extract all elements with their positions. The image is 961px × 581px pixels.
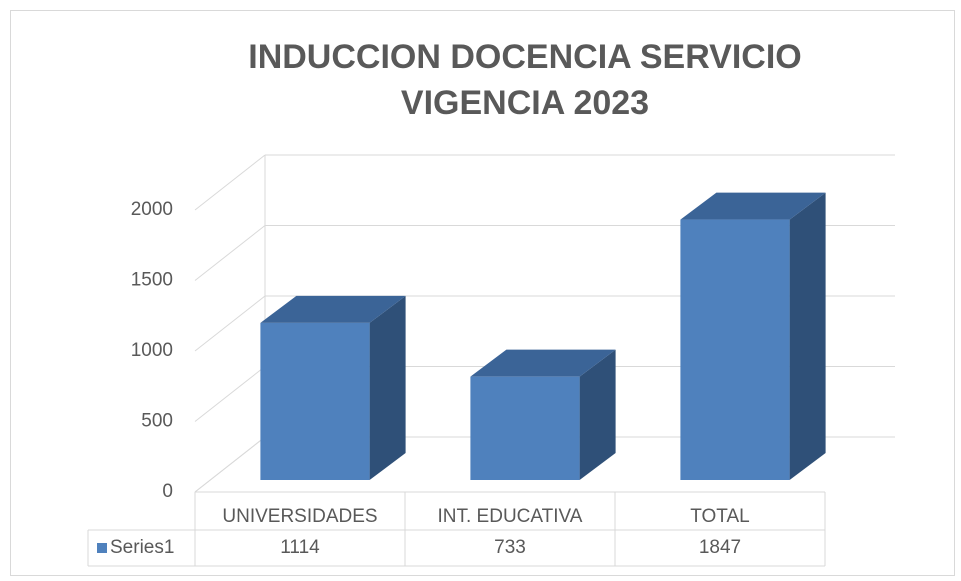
y-tick-label: 2000 [131, 199, 173, 220]
y-tick-label: 1000 [131, 340, 173, 361]
bar-top [470, 349, 616, 377]
chart-title: INDUCCION DOCENCIA SERVICIO VIGENCIA 202… [248, 38, 802, 122]
grid-line [194, 436, 266, 493]
bar [680, 192, 826, 480]
x-tick-label: INT. EDUCATIVA [438, 506, 583, 527]
table-value: 1847 [699, 537, 741, 558]
bar [470, 349, 616, 480]
bar-top [680, 192, 826, 220]
grid-line [194, 366, 266, 422]
bar-front [680, 219, 790, 480]
y-tick-label: 500 [141, 411, 173, 432]
bar-front [260, 322, 370, 480]
grid-line [194, 295, 266, 352]
grid-line [194, 154, 266, 211]
table-value: 733 [494, 537, 526, 558]
legend-label: Series1 [110, 537, 174, 558]
bar-front [470, 376, 580, 480]
bar-side [789, 192, 826, 480]
bar-side [579, 349, 616, 480]
y-tick-label: 0 [162, 481, 173, 502]
x-tick-label: UNIVERSIDADES [222, 506, 377, 527]
table-value: 1114 [280, 537, 320, 558]
bar-side [369, 295, 406, 480]
grid-line [194, 225, 266, 281]
x-tick-label: TOTAL [690, 506, 749, 527]
bar [260, 295, 406, 480]
y-tick-label: 1500 [131, 270, 173, 291]
legend-key [97, 543, 107, 553]
bar-top [260, 295, 406, 323]
